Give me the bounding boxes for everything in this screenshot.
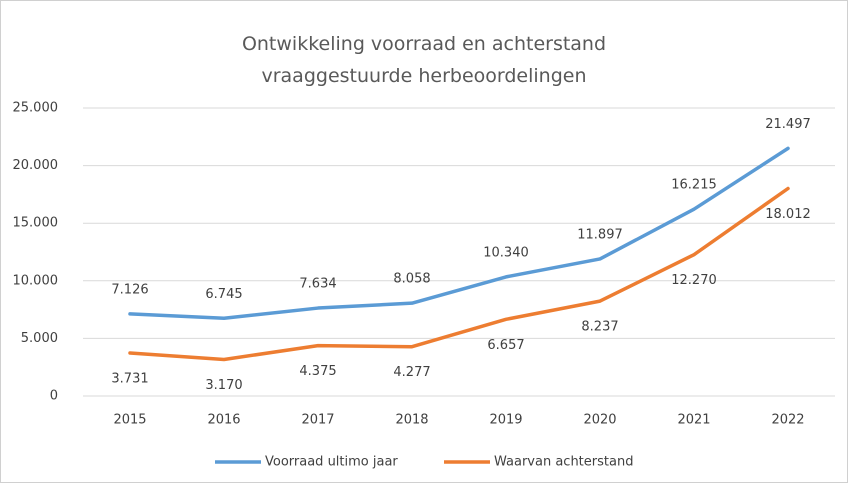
legend-label: Voorraad ultimo jaar: [265, 455, 398, 470]
data-label: 8.058: [393, 272, 430, 287]
data-label: 8.237: [581, 320, 618, 335]
y-tick-label: 0: [50, 389, 58, 404]
y-tick-label: 10.000: [13, 273, 59, 288]
x-tick-label: 2019: [489, 413, 522, 428]
data-label: 3.170: [205, 378, 242, 393]
data-label: 6.657: [487, 338, 524, 353]
y-tick-label: 5.000: [21, 331, 58, 346]
data-label: 16.215: [671, 178, 717, 193]
data-label: 7.126: [111, 282, 148, 297]
series-line: [128, 146, 790, 321]
data-label: 4.277: [393, 365, 430, 380]
legend-label: Waarvan achterstand: [494, 455, 633, 470]
data-label: 18.012: [765, 207, 811, 222]
data-label: 3.731: [111, 372, 148, 387]
y-tick-label: 25.000: [13, 101, 59, 116]
data-label: 4.375: [299, 364, 336, 379]
y-tick-label: 15.000: [13, 216, 59, 231]
x-tick-label: 2015: [113, 413, 146, 428]
y-tick-label: 20.000: [13, 158, 59, 173]
data-label: 11.897: [577, 227, 623, 242]
x-tick-label: 2020: [583, 413, 616, 428]
x-tick-label: 2018: [395, 413, 428, 428]
x-tick-label: 2017: [301, 413, 334, 428]
series-line: [128, 186, 790, 362]
chart-title: Ontwikkeling voorraad en achterstand vra…: [241, 33, 607, 87]
data-label: 6.745: [205, 287, 242, 302]
data-label: 21.497: [765, 117, 811, 132]
data-label: 10.340: [483, 245, 529, 260]
data-label: 7.634: [299, 277, 336, 292]
x-tick-label: 2021: [677, 413, 710, 428]
data-label: 12.270: [671, 273, 717, 288]
x-tick-label: 2016: [207, 413, 240, 428]
x-tick-label: 2022: [771, 413, 804, 428]
